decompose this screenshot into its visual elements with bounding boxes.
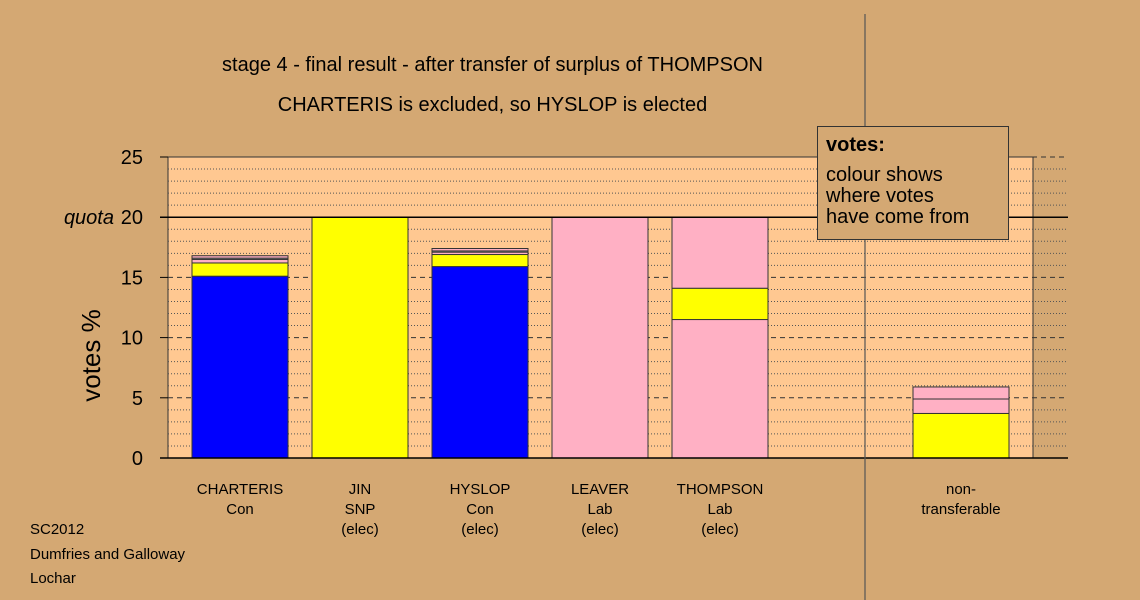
x-category-label: JIN (349, 481, 372, 498)
bar-segment-lab (431, 248, 529, 252)
bar-segment-lab (912, 398, 1010, 414)
chart-subtitle: CHARTERIS is excluded, so HYSLOP is elec… (277, 94, 708, 116)
bar-segment-snp (671, 287, 769, 321)
chart-title: stage 4 - final result - after transfer … (222, 54, 763, 76)
bar-segment-snp (912, 412, 1010, 459)
x-category-label: LEAVER (571, 481, 629, 498)
y-tick-label: 0 (132, 448, 143, 470)
bar-segment-lab (912, 386, 1010, 400)
footer-region: Dumfries and Galloway (30, 546, 186, 563)
x-category-label: Lab (587, 501, 612, 518)
y-tick-label: 5 (132, 388, 143, 410)
footer-year: SC2012 (30, 521, 85, 538)
legend-title: votes: (826, 134, 885, 156)
y-tick-label: 15 (121, 267, 143, 289)
y-tick-label: 10 (121, 328, 143, 350)
legend-line: where votes (826, 185, 934, 207)
x-category-label: (elec) (461, 521, 499, 538)
bar-segment-lab (191, 255, 289, 259)
y-tick-label: 20 (121, 207, 143, 229)
y-axis-label: votes % (76, 309, 106, 402)
x-category-label: CHARTERIS (197, 481, 283, 498)
bar-segment-lab (191, 258, 289, 264)
legend-box: votes: colour shows where votes have com… (817, 126, 1009, 240)
quota-label: quota (64, 207, 114, 229)
x-category-label: Lab (707, 501, 732, 518)
footer-ward: Lochar (30, 570, 76, 587)
x-category-label: Con (466, 501, 494, 518)
x-category-label: HYSLOP (450, 481, 511, 498)
y-tick-label: 25 (121, 147, 143, 169)
x-category-label: Con (226, 501, 254, 518)
bar-segment-lab (551, 216, 649, 459)
bar-segment-snp (191, 262, 289, 277)
bar-segment-con (191, 275, 289, 459)
bar-segment-lab (671, 319, 769, 459)
legend-line: colour shows (826, 164, 943, 186)
bar-segment-snp (311, 216, 409, 459)
legend-line: have come from (826, 206, 970, 228)
x-category-label: SNP (345, 501, 376, 518)
x-category-label: THOMPSON (677, 481, 764, 498)
x-category-label: (elec) (581, 521, 619, 538)
x-category-label: (elec) (701, 521, 739, 538)
bar-segment-con (431, 266, 529, 459)
x-category-label: (elec) (341, 521, 379, 538)
bar-segment-snp (431, 254, 529, 268)
x-category-label: non- (946, 481, 976, 498)
bar-segment-lab (671, 216, 769, 289)
x-category-label: transferable (921, 501, 1000, 518)
